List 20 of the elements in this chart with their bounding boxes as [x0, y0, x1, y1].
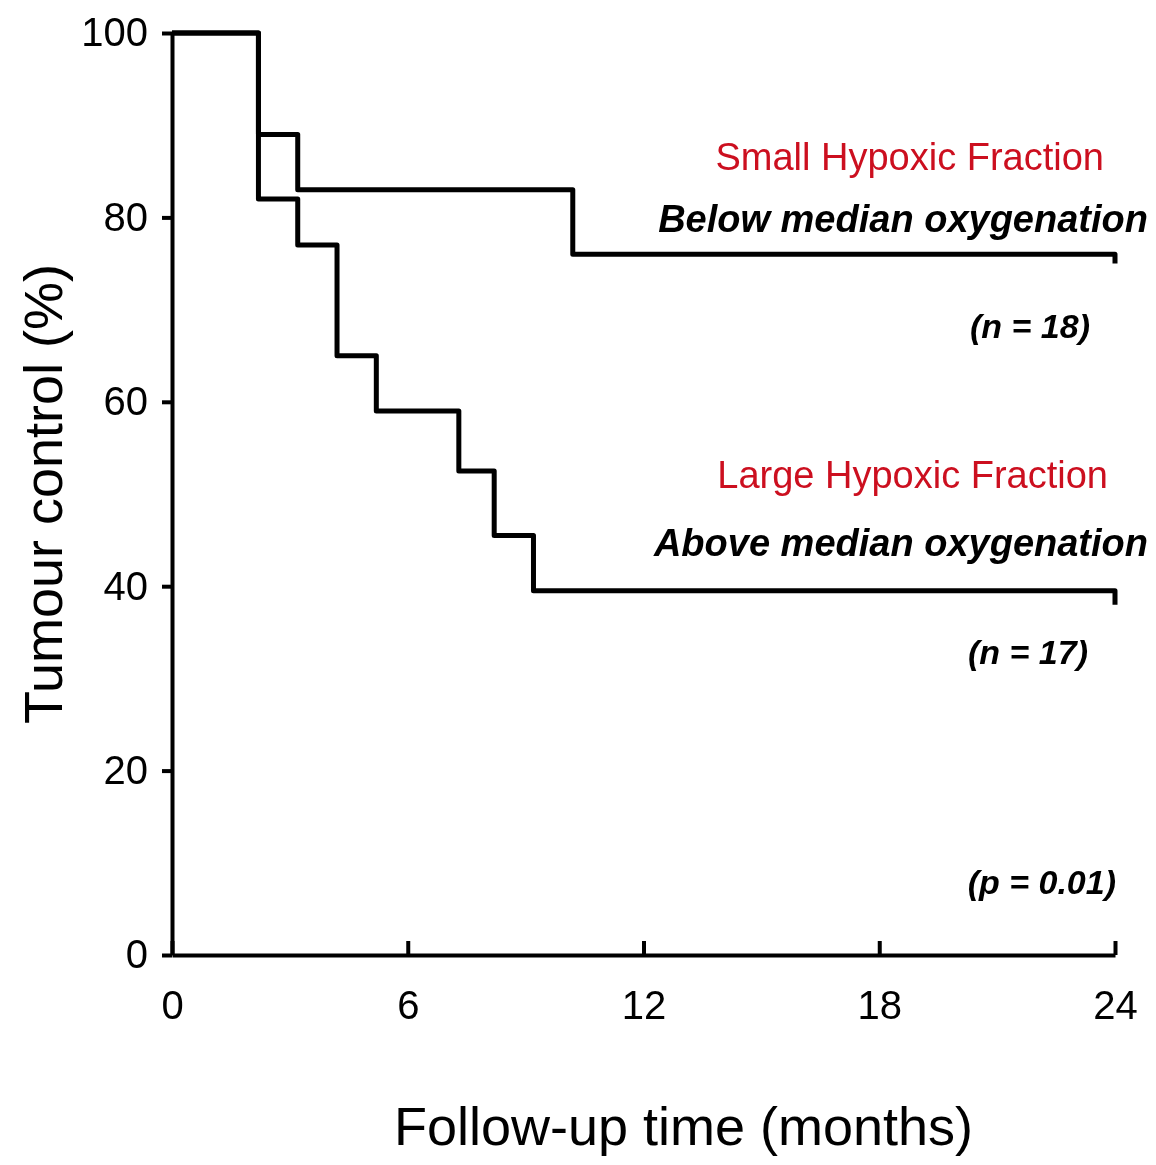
annotation: Above median oxygenation [652, 522, 1148, 564]
x-tick-label: 0 [161, 983, 184, 1028]
x-tick-label: 6 [397, 983, 420, 1028]
annotation: Below median oxygenation [658, 198, 1148, 240]
text: Small Hypoxic Fraction [715, 136, 1104, 178]
x-tick-label: 12 [621, 983, 667, 1028]
x-tick-label: 18 [857, 983, 902, 1028]
x-axis-title: Follow-up time (months) [393, 1096, 974, 1156]
text: Large Hypoxic Fraction [717, 454, 1108, 496]
y-tick-label: 80 [103, 194, 148, 239]
y-tick-label: 0 [125, 932, 148, 977]
annotation: (p = 0.01) [967, 863, 1116, 901]
x-tick-label: 24 [1093, 983, 1138, 1028]
y-axis-title: Tumour control (%) [13, 263, 73, 725]
y-tick-label: 20 [103, 747, 148, 792]
annotation: (n = 18) [970, 307, 1090, 345]
y-tick-label: 60 [103, 379, 148, 424]
y-tick-label: 100 [81, 10, 148, 55]
y-tick-label: 40 [103, 563, 148, 608]
annotation: (n = 17) [968, 633, 1088, 671]
